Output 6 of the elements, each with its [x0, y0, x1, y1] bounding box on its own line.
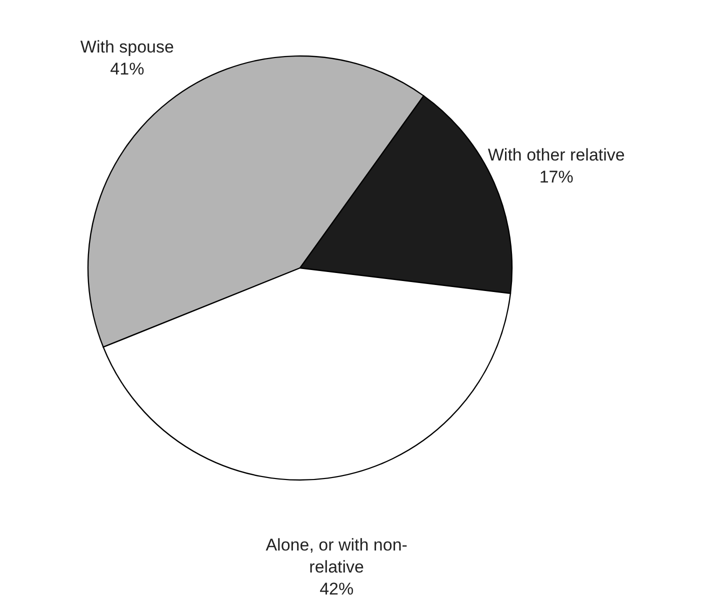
slice-label: With spouse [80, 38, 174, 57]
slice-label: With other relative [488, 145, 625, 164]
data-label: 41% [110, 60, 144, 79]
data-label: 42% [320, 580, 354, 599]
slice-label: Alone, or with non-relative [266, 536, 408, 577]
data-label: 17% [539, 167, 574, 186]
